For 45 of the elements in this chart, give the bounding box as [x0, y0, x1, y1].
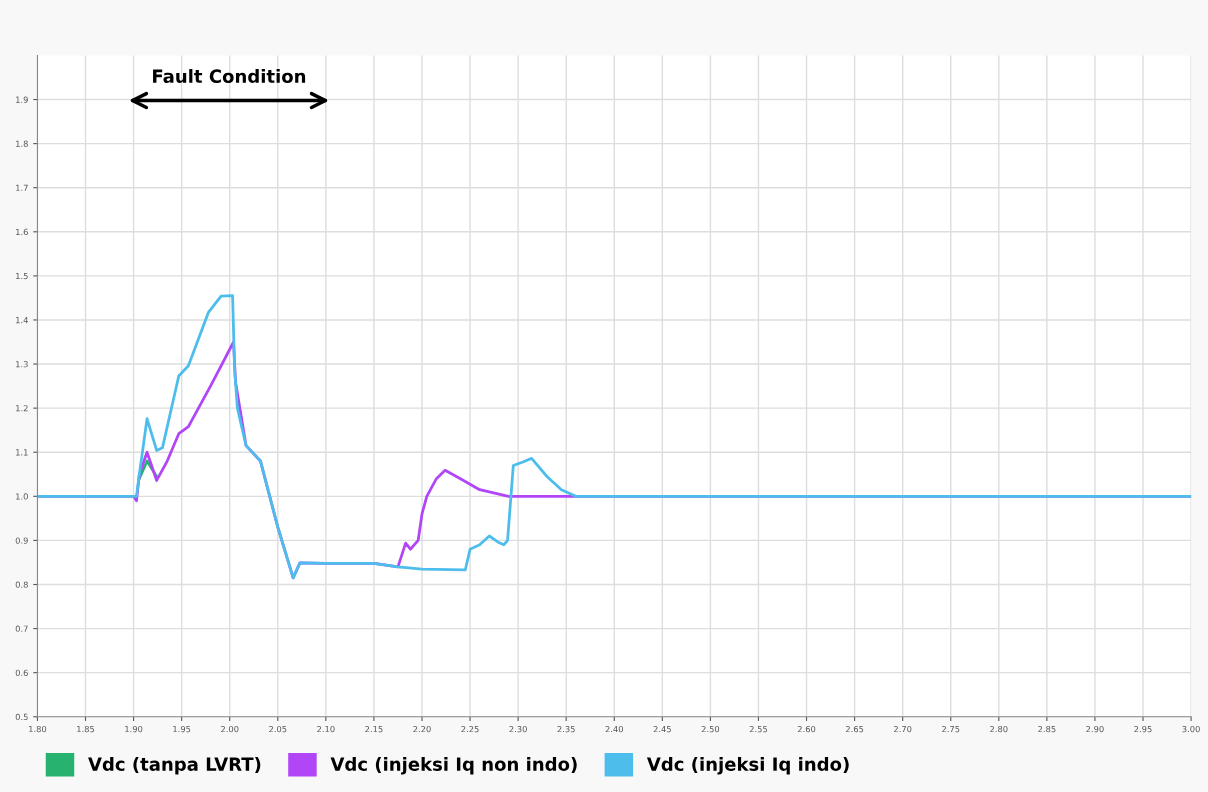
legend-label: Vdc (injeksi Iq non indo) — [330, 756, 577, 775]
line-series — [37, 294, 1192, 580]
x-tick-label: 1.85 — [77, 725, 95, 733]
y-tick-label: 1.8 — [16, 140, 28, 147]
y-tick-label: 0.7 — [15, 625, 28, 632]
y-tick-label: 0.5 — [15, 713, 28, 721]
x-tick-label: 2.55 — [749, 725, 768, 733]
x-tick-label: 2.05 — [269, 725, 287, 733]
x-tick-label: 2.50 — [701, 725, 720, 733]
legend-label: Vdc (injeksi Iq indo) — [646, 756, 849, 775]
y-tick-label: 1.3 — [16, 361, 28, 368]
x-tick-label: 2.25 — [461, 725, 479, 733]
x-tick-label: 2.30 — [509, 725, 527, 733]
y-tick-label: 0.9 — [15, 537, 28, 544]
x-tick-label: 2.75 — [942, 725, 960, 733]
x-tick-label: 2.20 — [413, 725, 431, 733]
x-tick-label: 3.00 — [1182, 725, 1200, 733]
y-tick-label: 1.9 — [16, 96, 28, 103]
y-tick-label: 1.2 — [16, 405, 28, 412]
x-tick-label: 2.35 — [557, 725, 575, 733]
x-tick-label: 1.90 — [125, 725, 143, 733]
y-tick-label: 1.7 — [16, 184, 28, 191]
x-tick-label: 2.95 — [1134, 725, 1152, 733]
y-tick-label: 1.4 — [16, 317, 28, 324]
x-tick-label: 1.95 — [173, 725, 191, 733]
x-tick-label: 2.15 — [365, 725, 383, 733]
x-tick-label: 2.85 — [1038, 725, 1056, 733]
y-tick-label: 1.0 — [16, 493, 28, 500]
x-tick-label: 2.90 — [1086, 725, 1104, 733]
x-tick-label: 1.80 — [29, 725, 47, 733]
x-tick-label: 2.80 — [990, 725, 1008, 733]
x-tick-label: 2.40 — [605, 725, 623, 733]
y-tick-label: 1.5 — [16, 272, 28, 280]
y-tick-label: 0.8 — [15, 581, 28, 588]
x-tick-label: 2.60 — [797, 725, 816, 733]
x-tick-label: 2.45 — [653, 725, 671, 733]
annotation: Fault Condition — [153, 69, 306, 84]
x-tick-label: 2.65 — [845, 725, 864, 733]
y-tick-label: 1.6 — [16, 228, 28, 236]
legend-label: Vdc (tanpa LVRT) — [88, 756, 261, 775]
x-tick-label: 2.00 — [221, 725, 239, 733]
y-tick-label: 1.1 — [16, 449, 28, 456]
y-tick-label: 0.6 — [15, 669, 28, 676]
x-tick-label: 2.10 — [317, 725, 335, 733]
x-tick-label: 2.70 — [894, 725, 912, 733]
